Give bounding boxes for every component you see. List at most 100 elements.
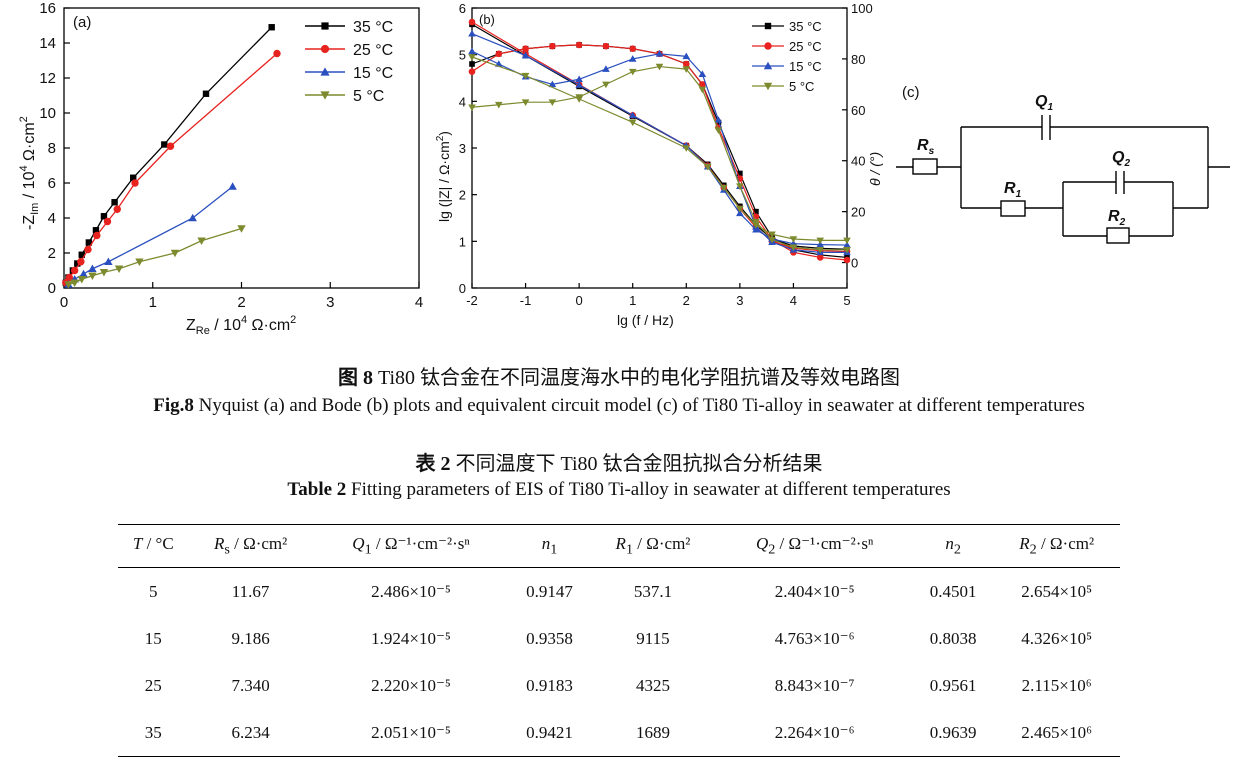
data-point <box>197 237 206 245</box>
data-point <box>188 213 197 222</box>
data-point <box>85 239 93 246</box>
equivalent-circuit <box>896 115 1230 244</box>
data-point <box>628 68 637 76</box>
data-point <box>752 219 760 226</box>
data-point <box>714 127 723 134</box>
data-point <box>682 66 691 73</box>
table-cell: 8.843×10⁻⁷ <box>774 675 855 695</box>
data-point <box>575 81 583 88</box>
legend-label: 5 °C <box>353 88 384 105</box>
data-point <box>816 247 825 254</box>
table-cell: 2.264×10⁻⁶ <box>716 709 914 757</box>
table-cell: 2.115×10⁶ <box>1021 675 1092 695</box>
table-row: 15 9.186 1.924×10⁻⁵ 0.9358 9115 4.763×10⁻⁶ 0.8… <box>118 615 1120 662</box>
table-cell: 0.4501 <box>929 581 977 601</box>
data-point <box>843 247 851 254</box>
data-point <box>468 29 476 37</box>
table-cell: 0.9421 <box>509 709 590 757</box>
data-point <box>753 208 759 215</box>
legend-marker <box>763 61 773 70</box>
y2-tick-label: 20 <box>851 205 865 220</box>
r2-label: R2 <box>1108 208 1126 228</box>
legend-label: 25 °C <box>353 42 393 59</box>
legend-label: 35 °C <box>789 19 822 34</box>
table-cell: 4.763×10⁻⁶ <box>774 628 855 648</box>
x-tick-label: 3 <box>736 293 743 308</box>
y-tick-label: 16 <box>39 0 56 17</box>
table-cell: 2.486×10⁻⁵ <box>371 581 451 601</box>
r2-resistor <box>1106 227 1130 244</box>
y-tick-label: 5 <box>459 48 466 63</box>
data-point <box>469 61 475 67</box>
table-row: 35 6.234 2.051×10⁻⁵ 0.9421 1689 2.264×10⁻⁶ 0.9… <box>118 709 1120 757</box>
y-tick-label: 10 <box>39 105 56 122</box>
data-point <box>714 116 723 123</box>
bode-y-axis-label-right: θ / (°) <box>867 152 883 186</box>
legend-marker <box>321 22 329 30</box>
data-point <box>131 179 139 187</box>
data-point <box>135 258 144 266</box>
data-point <box>77 258 85 266</box>
table-cell: 9.186 <box>231 628 270 648</box>
x-tick-label: 0 <box>576 293 583 308</box>
table-cell: 1689 <box>589 709 717 757</box>
data-point <box>104 257 113 265</box>
table-header-cell: Q2 / Ω⁻¹·cm⁻²·sⁿ <box>716 524 914 568</box>
data-point <box>575 41 583 49</box>
data-point <box>682 145 691 152</box>
table-header-row: T / °C Rs / Ω·cm² Q1 / Ω⁻¹·cm⁻²·sⁿ n1 R1… <box>118 524 1120 568</box>
data-point <box>111 199 118 206</box>
data-point <box>628 111 637 119</box>
y2-tick-label: 40 <box>851 154 865 169</box>
data-point <box>699 81 706 88</box>
legend-marker <box>763 82 773 91</box>
table-cell: 2.654×10⁵ <box>1021 581 1093 601</box>
data-point <box>628 55 637 62</box>
data-point <box>468 47 476 55</box>
data-point <box>100 213 108 220</box>
data-point <box>602 65 610 72</box>
panel-a-label: (a) <box>73 14 91 31</box>
legend-label: 15 °C <box>353 65 393 82</box>
data-point <box>468 104 476 112</box>
data-point <box>65 273 74 282</box>
data-point <box>130 174 137 181</box>
data-point <box>698 86 707 94</box>
panel-b-label: (b) <box>479 12 495 27</box>
table-row: 5 11.67 2.486×10⁻⁵ 0.9147 537.1 2.404×10⁻⁵ 0.4… <box>118 568 1120 616</box>
table-cell: 11.67 <box>231 581 270 601</box>
data-point <box>521 51 530 59</box>
data-point <box>629 45 637 53</box>
series-line <box>65 26 273 284</box>
y-tick-label: 1 <box>459 234 466 249</box>
figure-caption-cn: 图 8 Ti80 钛合金在不同温度海水中的电化学阻抗谱及等效电路图 <box>337 367 901 389</box>
y2-tick-label: 60 <box>851 103 865 118</box>
table-caption-cn: 表 2 不同温度下 Ti80 钛合金阻抗拟合分析结果 <box>415 453 823 475</box>
data-point <box>816 254 824 261</box>
data-point <box>522 45 529 53</box>
x-tick-label: 4 <box>790 293 797 308</box>
table-row: 25 7.340 2.220×10⁻⁵ 0.9183 4325 8.843×10⁻⁷ 0.9… <box>118 662 1120 709</box>
legend-marker <box>320 91 330 100</box>
legend-marker <box>320 67 330 76</box>
data-point <box>768 236 776 244</box>
legend-label: 25 °C <box>789 39 822 54</box>
data-point <box>655 63 664 71</box>
x-tick-label: -1 <box>520 293 532 308</box>
r1-resistor <box>1000 200 1026 217</box>
panel-c-label: (c) <box>902 84 920 101</box>
data-point <box>237 225 246 233</box>
rs-label: Rs <box>917 137 935 157</box>
data-point <box>521 99 530 106</box>
y-tick-label: 0 <box>459 281 466 296</box>
data-point <box>703 163 712 171</box>
data-point <box>273 49 281 58</box>
table-cell: 2.465×10⁶ <box>993 709 1120 757</box>
data-point <box>103 217 112 226</box>
data-point <box>84 245 92 254</box>
y-tick-label: 12 <box>39 70 56 87</box>
data-point <box>99 269 109 277</box>
bode-y-axis-label-left: lg (|Z| / Ω·cm2) <box>435 131 452 222</box>
data-point <box>468 18 476 26</box>
q2-label: Q2 <box>1112 149 1130 169</box>
